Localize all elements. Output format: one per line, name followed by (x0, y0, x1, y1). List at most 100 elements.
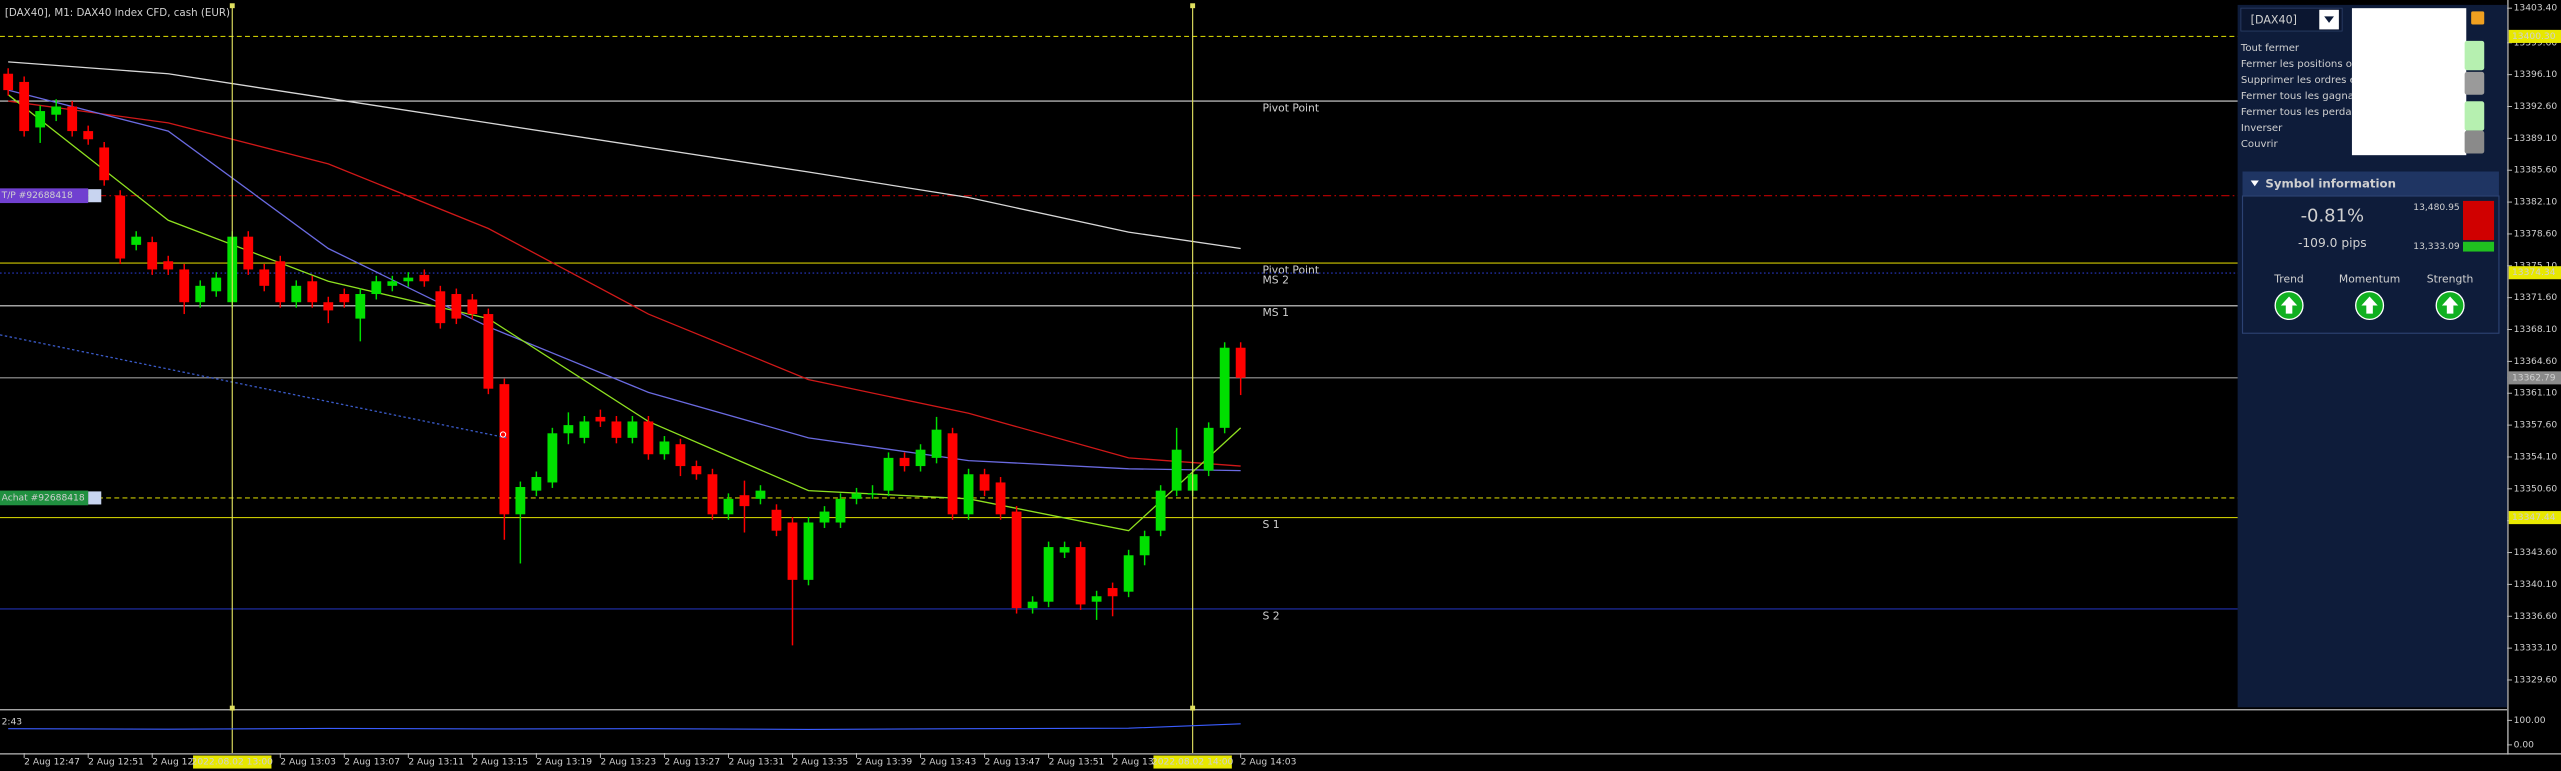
menu-item[interactable]: Fermer tous les gagna (2241, 91, 2354, 102)
candle-body (243, 236, 254, 270)
candle-body (259, 269, 270, 286)
symbol-select[interactable] (2240, 7, 2343, 32)
candle-body (499, 384, 510, 515)
order-label: Achat #92688418 (2, 493, 85, 503)
candle-body (19, 81, 30, 132)
indicator-line (8, 723, 1241, 731)
moving-average (8, 61, 1241, 250)
candle-body (355, 294, 366, 319)
candle-body (995, 482, 1006, 515)
candle-body (899, 457, 910, 467)
y-tick-label: 13396.10 (2514, 70, 2558, 80)
time-marker-handle[interactable] (229, 3, 235, 9)
time-marker-handle[interactable] (1190, 705, 1196, 711)
candle-body (1203, 427, 1214, 471)
time-marker-label: 2022.08.02 14:00 (1152, 758, 1234, 768)
candle-body (307, 281, 318, 303)
candle-body (67, 106, 78, 132)
section-title: Symbol information (2265, 176, 2396, 190)
candle-body (1219, 347, 1230, 428)
time-marker-label: 2022.08.02 13:00 (192, 758, 274, 768)
popup-box (2351, 8, 2467, 156)
price-tag (2508, 266, 2561, 280)
level-label: S 2 (1263, 609, 1280, 622)
y-tick-label: 13382.10 (2514, 198, 2558, 208)
y-tick-label: 13364.60 (2514, 357, 2558, 367)
level-label: MS 2 (1263, 273, 1289, 286)
range-bar-up (2463, 241, 2495, 252)
y-tick-label: 13385.60 (2514, 166, 2558, 176)
level-label: Pivot Point (1263, 101, 1320, 114)
section-header[interactable] (2242, 171, 2499, 197)
candle-body (51, 106, 62, 115)
candle-body (547, 433, 558, 483)
window-title: [DAX40], M1: DAX40 Index CFD, cash (EUR) (5, 7, 230, 19)
menu-item[interactable]: Fermer les positions o (2241, 59, 2352, 70)
change-pips: -109.0 pips (2298, 236, 2367, 250)
button[interactable] (2464, 71, 2485, 95)
y-tick-label: 13343.60 (2514, 548, 2558, 558)
dropdown-arrow (2324, 16, 2334, 23)
button[interactable] (2464, 101, 2485, 131)
candle-body (979, 474, 990, 491)
x-tick-label: 2 Aug 13:39 (857, 758, 913, 768)
candle-body (787, 522, 798, 580)
candle-body (915, 449, 926, 467)
button[interactable] (2464, 40, 2485, 71)
x-tick-label: 2 Aug 13:35 (792, 758, 848, 768)
candle-body (947, 433, 958, 515)
gauge-label: Strength (2427, 272, 2474, 285)
candle-body (643, 421, 654, 455)
time-marker-handle[interactable] (1190, 3, 1196, 9)
y-tick-label: 13350.60 (2514, 484, 2558, 494)
menu-item[interactable]: Tout fermer (2240, 43, 2300, 54)
y-tick-label: 13368.10 (2514, 325, 2558, 335)
order-close[interactable] (88, 189, 102, 203)
settings-icon[interactable] (2471, 11, 2485, 25)
candle-body (1011, 511, 1022, 609)
candle-body (931, 429, 942, 458)
candle-body (275, 261, 286, 303)
anchor (499, 431, 507, 438)
symbol-name: [DAX40] (2251, 13, 2297, 26)
y-tick-label: 13399.60 (2514, 38, 2558, 48)
indicator-tick-label: 0.00 (2514, 740, 2535, 750)
y-tick-label: 13336.60 (2514, 612, 2558, 622)
y-tick-label: 13357.60 (2514, 421, 2558, 431)
order-tag[interactable] (0, 188, 89, 204)
candle-body (1043, 547, 1054, 602)
level-label: MS 1 (1263, 306, 1289, 319)
range-bar-down (2463, 200, 2495, 241)
price-tag (2508, 29, 2561, 43)
x-tick-label: 2 Aug 13:19 (536, 758, 592, 768)
x-tick-label: 2 Aug 12:51 (88, 758, 144, 768)
candle-body (851, 493, 862, 499)
y-tick-label: 13371.60 (2514, 293, 2558, 303)
order-close[interactable] (88, 491, 102, 505)
candle-body (563, 425, 574, 434)
menu-item[interactable]: Couvrir (2241, 139, 2279, 150)
candle-body (755, 490, 766, 499)
candle-body (291, 285, 302, 303)
order-tag[interactable] (0, 490, 89, 506)
time-marker-bg (193, 755, 272, 769)
x-tick-label: 2 Aug 13:27 (664, 758, 720, 768)
time-marker-handle[interactable] (229, 705, 235, 711)
price-tag (2508, 371, 2561, 385)
button[interactable] (2464, 130, 2485, 154)
menu-item[interactable]: Inverser (2241, 123, 2283, 134)
price-tag-label: 13400.30 (2512, 32, 2556, 42)
y-tick-label: 13361.10 (2514, 389, 2558, 399)
candle-body (675, 444, 686, 467)
candle-body (1059, 547, 1070, 553)
candle-body (467, 299, 478, 315)
candle-body (419, 274, 430, 282)
gauges: Trend Momentum Strength (2273, 272, 2474, 320)
menu-item: Fermer tous les perda (2241, 107, 2352, 118)
order-label: T/P #92688418 (1, 191, 73, 201)
candle-body (627, 421, 638, 438)
candle-body (371, 281, 382, 295)
candle-body (515, 487, 526, 515)
candle-body (403, 277, 414, 282)
